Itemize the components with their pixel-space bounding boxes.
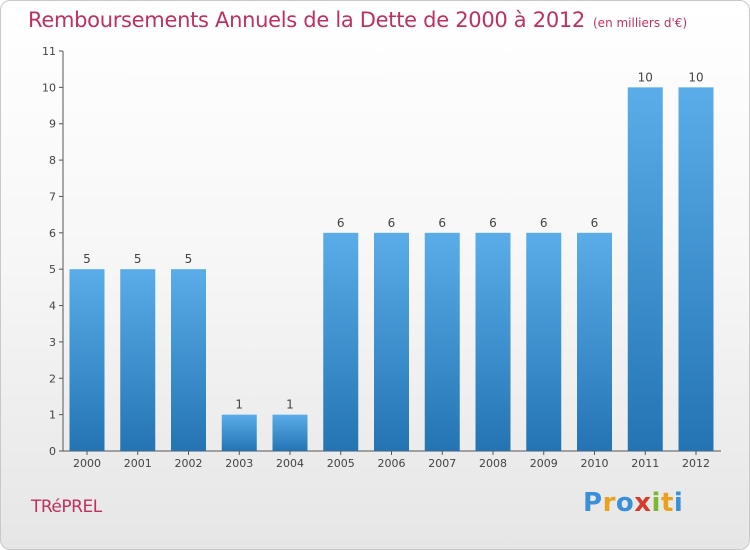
data-label: 5 xyxy=(83,252,91,266)
logo-letter: i xyxy=(651,488,661,518)
bar-2011 xyxy=(627,87,663,451)
data-label: 6 xyxy=(489,216,497,230)
data-label: 6 xyxy=(591,216,599,230)
y-tick-label: 3 xyxy=(49,336,56,349)
x-tick-label: 2004 xyxy=(276,457,304,470)
x-tick-label: 2002 xyxy=(175,457,203,470)
bar-2012 xyxy=(678,87,714,451)
y-tick-label: 11 xyxy=(42,45,56,58)
x-tick-label: 2007 xyxy=(428,457,456,470)
data-label: 5 xyxy=(134,252,142,266)
bar-2006 xyxy=(374,232,409,451)
logo-letter: r xyxy=(602,488,616,518)
x-tick-label: 2008 xyxy=(479,457,507,470)
chart-subtitle: (en milliers d'€) xyxy=(593,16,688,30)
x-tick-label: 2006 xyxy=(378,457,406,470)
logo-letter: x xyxy=(634,488,652,518)
data-label: 10 xyxy=(638,70,653,84)
y-tick-label: 9 xyxy=(49,118,56,131)
bar-2010 xyxy=(577,232,612,451)
data-label: 6 xyxy=(438,216,446,230)
bar-2001 xyxy=(120,269,156,451)
bar-2008 xyxy=(475,232,511,451)
x-tick-label: 2003 xyxy=(225,457,253,470)
y-tick-label: 6 xyxy=(49,227,56,240)
chart-title: Remboursements Annuels de la Dette de 20… xyxy=(28,8,687,32)
data-label: 1 xyxy=(235,398,243,412)
x-tick-label: 2009 xyxy=(530,457,558,470)
x-tick-label: 2012 xyxy=(682,457,710,470)
y-tick-label: 8 xyxy=(49,154,56,167)
logo-letter: t xyxy=(660,488,674,518)
x-tick-label: 2001 xyxy=(124,457,152,470)
commune-name: TRéPREL xyxy=(31,497,102,517)
y-tick-label: 10 xyxy=(42,81,56,94)
y-tick-label: 5 xyxy=(49,263,56,276)
y-tick-label: 4 xyxy=(49,300,56,313)
bar-2009 xyxy=(526,232,562,451)
x-tick-label: 2010 xyxy=(581,457,609,470)
bar-2000 xyxy=(69,269,105,451)
data-label: 10 xyxy=(688,70,703,84)
logo-letter: o xyxy=(615,488,635,518)
bars-group xyxy=(69,87,714,451)
data-label: 5 xyxy=(185,252,193,266)
labels-group: 2000 5 2001 5 2002 5 2003 1 2004 1 2005 6 2006 6 2007 6… xyxy=(73,70,710,470)
bar-2004 xyxy=(272,414,308,451)
bar-2003 xyxy=(221,414,257,451)
y-tick-label: 0 xyxy=(49,445,56,458)
data-label: 6 xyxy=(337,216,345,230)
x-tick-label: 2011 xyxy=(631,457,659,470)
data-label: 1 xyxy=(286,398,294,412)
y-tick-label: 7 xyxy=(49,190,56,203)
data-label: 6 xyxy=(540,216,548,230)
proxiti-logo: Proxiti xyxy=(583,488,683,518)
bar-2005 xyxy=(323,232,359,451)
y-tick-label: 2 xyxy=(49,372,56,385)
data-label: 6 xyxy=(388,216,396,230)
chart-title-text: Remboursements Annuels de la Dette de 20… xyxy=(28,8,585,32)
y-tick-label: 1 xyxy=(49,409,56,422)
x-tick-label: 2000 xyxy=(73,457,101,470)
bar-2002 xyxy=(171,269,206,451)
logo-letter: P xyxy=(583,488,603,518)
bar-2007 xyxy=(424,232,460,451)
x-tick-label: 2005 xyxy=(327,457,355,470)
logo-letter: i xyxy=(673,488,684,518)
